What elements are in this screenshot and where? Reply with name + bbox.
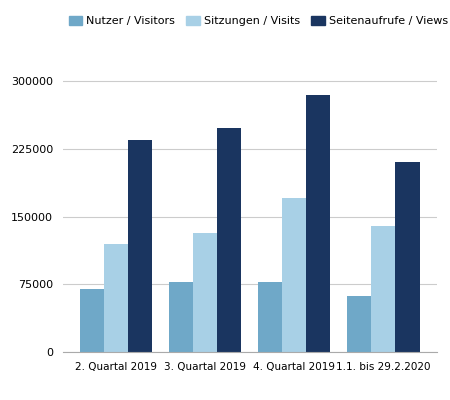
Bar: [80, 289, 104, 352]
Bar: [258, 282, 282, 352]
Bar: [104, 244, 128, 352]
Bar: [193, 233, 217, 352]
Legend: Nutzer / Visitors, Sitzungen / Visits, Seitenaufrufe / Views: Nutzer / Visitors, Sitzungen / Visits, S…: [68, 16, 448, 26]
Bar: [371, 226, 396, 352]
Bar: [396, 162, 419, 352]
Bar: [128, 140, 152, 352]
Bar: [282, 198, 306, 352]
Bar: [217, 128, 241, 352]
Bar: [169, 282, 193, 352]
Bar: [306, 94, 330, 352]
Bar: [347, 296, 371, 352]
